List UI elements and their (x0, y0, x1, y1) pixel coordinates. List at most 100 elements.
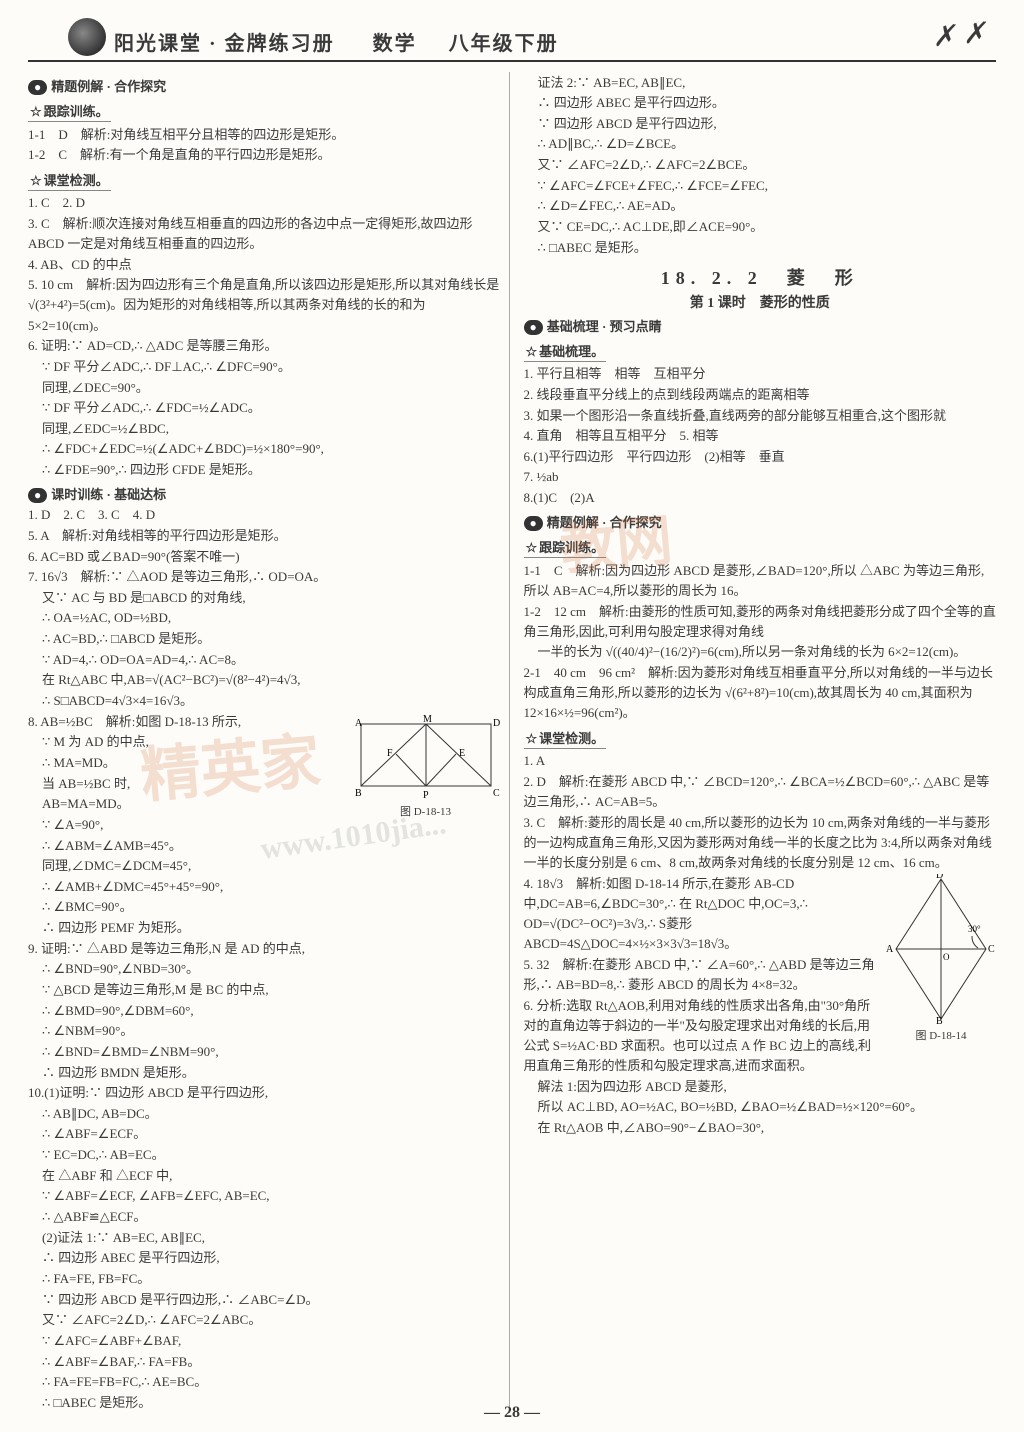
section-marker-icon: ● (28, 488, 47, 503)
section-heading: ● 精题例解 · 合作探究 (28, 76, 501, 95)
answer-line: 1-2 12 cm 解析:由菱形的性质可知,菱形的两条对角线把菱形分成了四个全等… (524, 602, 997, 642)
proof-line: ∴ AD∥BC,∴ ∠D=∠BCE。 (524, 134, 997, 154)
proof-line: ∴ FA=FE, FB=FC。 (28, 1269, 501, 1289)
answer-line: 解法 1:因为四边形 ABCD 是菱形, (524, 1077, 997, 1097)
proof-line: 6. 证明:∵ AD=CD,∴ △ADC 是等腰三角形。 (28, 336, 501, 356)
section-marker-icon: ● (28, 80, 47, 95)
proof-line: ∵ ∠ABF=∠ECF, ∠AFB=∠EFC, AB=EC, (28, 1186, 501, 1206)
proof-line: ∴ □ABEC 是矩形。 (524, 238, 997, 258)
answer-line: ∴ OA=½AC, OD=½BD, (28, 608, 501, 628)
section-title: 课时训练 · 基础达标 (51, 487, 166, 502)
answer-line: 2. 线段垂直平分线上的点到线段两端点的距离相等 (524, 385, 997, 405)
page-number: — 28 — (0, 1404, 1024, 1422)
proof-line: 同理,∠EDC=½∠BDC, (28, 419, 501, 439)
proof-line: 在 △ABF 和 △ECF 中, (28, 1166, 501, 1186)
proof-line: ∵ DF 平分∠ADC,∴ DF⊥AC,∴ ∠DFC=90°。 (28, 357, 501, 377)
answer-line: 1. A (524, 751, 997, 771)
answer-line: 4. 直角 相等且互相平分 5. 相等 (524, 426, 997, 446)
proof-line: ∵ 四边形 ABCD 是平行四边形,∴ ∠ABC=∠D。 (28, 1290, 501, 1310)
svg-text:O: O (943, 952, 950, 962)
answer-line: 3. C 解析:菱形的周长是 40 cm,所以菱形的边长为 10 cm,两条对角… (524, 813, 997, 873)
answer-line: 3. 如果一个图形沿一条直线折叠,直线两旁的部分能够互相重合,这个图形就 (524, 406, 997, 426)
section-title: 精题例解 · 合作探究 (51, 79, 166, 94)
answer-line: 1. C 2. D (28, 193, 501, 213)
subsection-classtest: 课堂检测。 (524, 728, 607, 749)
section-marker-icon: ● (524, 516, 543, 531)
proof-line: ∴ ∠D=∠FEC,∴ AE=AD。 (524, 196, 997, 216)
point-A: A (355, 718, 363, 729)
figure-caption: 图 D-18-13 (351, 803, 501, 819)
answer-line: 在 Rt△AOB 中,∠ABO=90°−∠BAO=30°, (524, 1118, 997, 1138)
answer-line: ∴ S□ABCD=4√3×4=16√3。 (28, 691, 501, 711)
answer-line: 7. 16√3 解析:∵ △AOD 是等边三角形,∴ OD=OA。 (28, 567, 501, 587)
section-heading: ● 精题例解 · 合作探究 (524, 512, 997, 531)
proof-line: 又∵ CE=DC,∴ AC⊥DE,即∠ACE=90°。 (524, 217, 997, 237)
answer-line: 2. D 解析:在菱形 ABCD 中,∵ ∠BCD=120°,∴ ∠BCA=½∠… (524, 772, 997, 812)
answer-line: ∴ AC=BD,∴ □ABCD 是矩形。 (28, 629, 501, 649)
point-M: M (423, 714, 432, 725)
figure-d-18-13: A M D E F B P C 图 D-18-13 (351, 714, 501, 814)
proof-line: ∴ 四边形 BMDN 是矩形。 (28, 1063, 501, 1083)
proof-line: 又∵ ∠AFC=2∠D,∴ ∠AFC=2∠ABC。 (28, 1310, 501, 1330)
point-C: C (493, 788, 500, 799)
section-heading: ● 基础梳理 · 预习点睛 (524, 316, 997, 335)
answer-line: 一半的长为 √((40/4)²−(16/2)²)=6(cm),所以另一条对角线的… (524, 642, 997, 662)
subsection-tracking: 跟踪训练。 (524, 537, 607, 558)
proof-line: ∴ 四边形 ABEC 是平行四边形, (28, 1248, 501, 1268)
answer-line: 同理,∠DMC=∠DCM=45°, (28, 856, 501, 876)
answer-line: 3. C 解析:顺次连接对角线互相垂直的四边形的各边中点一定得矩形,故四边形 A… (28, 214, 501, 254)
section-marker-icon: ● (524, 320, 543, 335)
proof-line: ∴ ∠BMD=90°,∠DBM=60°, (28, 1001, 501, 1021)
proof-line: ∴ ∠FDC+∠EDC=½(∠ADC+∠BDC)=½×180°=90°, (28, 439, 501, 459)
svg-text:C: C (988, 944, 995, 955)
answer-line: 1-1 D 解析:对角线互相平分且相等的四边形是矩形。 (28, 125, 501, 145)
header-logo-icon (68, 18, 106, 56)
figure-caption: 图 D-18-14 (886, 1027, 996, 1043)
proof-line: 9. 证明:∵ △ABD 是等边三角形,N 是 AD 的中点, (28, 939, 501, 959)
grade-title: 八年级下册 (449, 27, 559, 56)
proof-line: ∵ ∠AFC=∠ABF+∠BAF, (28, 1331, 501, 1351)
proof-line: 10.(1)证明:∵ 四边形 ABCD 是平行四边形, (28, 1083, 501, 1103)
point-F: F (387, 748, 393, 759)
subsection-tracking: 跟踪训练。 (28, 101, 111, 122)
answer-line: 7. ½ab (524, 467, 997, 487)
section-title: 精题例解 · 合作探究 (547, 515, 662, 530)
svg-text:B: B (936, 1016, 943, 1024)
svg-text:A: A (886, 944, 894, 955)
answer-line: 5. A 解析:对角线相等的平行四边形是矩形。 (28, 526, 501, 546)
page-header: 阳光课堂 · 金牌练习册 数学 八年级下册 ✗ ✗ (28, 18, 996, 62)
answer-line: 4. AB、CD 的中点 (28, 255, 501, 275)
two-column-layout: ● 精题例解 · 合作探究 跟踪训练。 1-1 D 解析:对角线互相平分且相等的四… (28, 72, 996, 1413)
proof-line: ∵ 四边形 ABCD 是平行四边形, (524, 114, 997, 134)
proof-line: ∵ DF 平分∠ADC,∴ ∠FDC=½∠ADC。 (28, 398, 501, 418)
answer-line: 6.(1)平行四边形 平行四边形 (2)相等 垂直 (524, 447, 997, 467)
point-B: B (355, 788, 362, 799)
subsection-classtest: 课堂检测。 (28, 170, 111, 191)
answer-line: ∴ ∠BMC=90°。 (28, 897, 501, 917)
proof-line: ∴ 四边形 ABEC 是平行四边形。 (524, 93, 997, 113)
proof-line: ∴ FA=FE=FB=FC,∴ AE=BC。 (28, 1372, 501, 1392)
proof-line: ∴ ∠BND=90°,∠NBD=30°。 (28, 959, 501, 979)
proof-line: ∵ EC=DC,∴ AB=EC。 (28, 1145, 501, 1165)
proof-line: ∴ ∠ABF=∠ECF。 (28, 1124, 501, 1144)
answer-line: 1-2 C 解析:有一个角是直角的平行四边形是矩形。 (28, 145, 501, 165)
proof-line: ∵ ∠AFC=∠FCE+∠FEC,∴ ∠FCE=∠FEC, (524, 176, 997, 196)
subsection-basics: 基础梳理。 (524, 341, 607, 362)
answer-line: 在 Rt△ABC 中,AB=√(AC²−BC²)=√(8²−4²)=4√3, (28, 670, 501, 690)
answer-line: 2-1 40 cm 96 cm² 解析:因为菱形对角线互相垂直平分,所以对角线的… (524, 663, 997, 723)
answer-line: ∵ AD=4,∴ OD=OA=AD=4,∴ AC=8。 (28, 650, 501, 670)
svg-text:D: D (936, 874, 943, 881)
proof-line: 证法 2:∵ AB=EC, AB∥EC, (524, 73, 997, 93)
series-title: 阳光课堂 · 金牌练习册 (114, 27, 335, 56)
page-number-value: 28 (504, 1404, 520, 1421)
point-E: E (459, 748, 465, 759)
answer-line: 8.(1)C (2)A (524, 488, 997, 508)
answer-line: 1. 平行且相等 相等 互相平分 (524, 364, 997, 384)
figure-d-18-14: D C B A O 30° 图 D-18-14 (886, 874, 996, 1044)
answer-line: 5. 10 cm 解析:因为四边形有三个角是直角,所以该四边形是矩形,所以其对角… (28, 275, 501, 335)
section-title: 基础梳理 · 预习点睛 (547, 319, 662, 334)
chapter-title: 18. 2. 2 菱 形 (524, 264, 997, 290)
left-column: ● 精题例解 · 合作探究 跟踪训练。 1-1 D 解析:对角线互相平分且相等的四… (28, 72, 510, 1413)
proof-line: ∴ ∠ABF=∠BAF,∴ FA=FB。 (28, 1352, 501, 1372)
point-D: D (493, 718, 500, 729)
